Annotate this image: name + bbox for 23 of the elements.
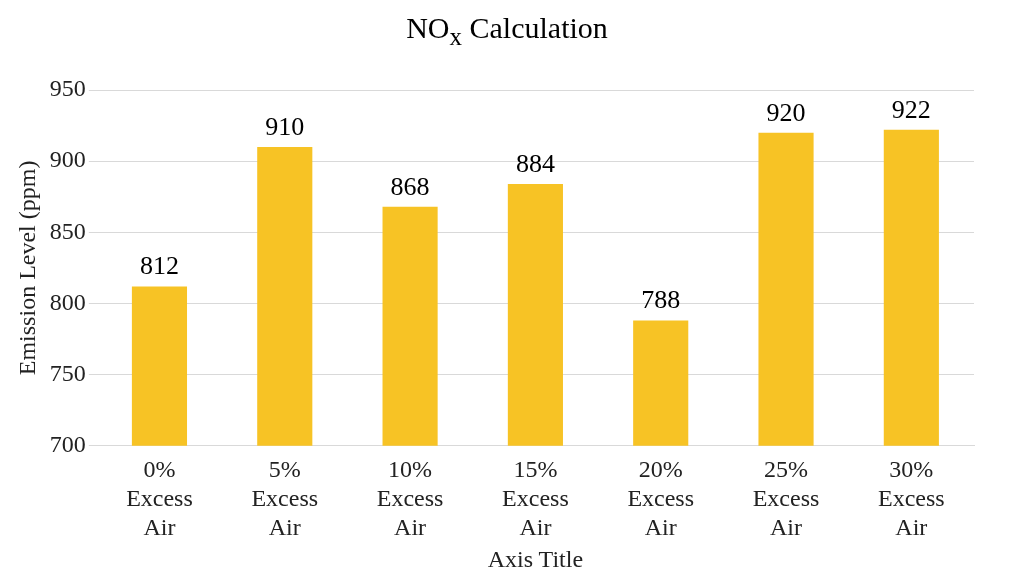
data-label: 920 <box>766 97 806 127</box>
data-label: 922 <box>891 94 931 124</box>
x-tick-label: 15% Excess Air <box>502 456 569 541</box>
x-tick-label: 25% Excess Air <box>752 456 820 541</box>
x-tick-label: 5% Excess Air <box>251 456 319 541</box>
data-label: 884 <box>515 148 555 178</box>
x-axis-title: Axis Title <box>487 545 584 572</box>
y-tick-label: 800 <box>49 288 86 315</box>
data-label: 910 <box>265 111 305 141</box>
x-tick-label: 20% Excess Air <box>627 456 695 541</box>
x-tick-label: 30% Excess Air <box>878 456 945 541</box>
x-tick-label: 10% Excess Air <box>376 456 444 541</box>
data-label: 868 <box>390 171 430 201</box>
y-tick-label: 950 <box>49 75 86 102</box>
data-label: 788 <box>641 285 681 315</box>
data-label: 812 <box>139 251 179 281</box>
y-tick-label: 850 <box>49 217 86 244</box>
x-tick-label: 0% Excess Air <box>126 456 193 541</box>
y-tick-label: 900 <box>49 146 86 173</box>
y-tick-label: 700 <box>49 431 86 458</box>
y-tick-label: 750 <box>49 359 86 386</box>
y-axis-title: Emission Level (ppm) <box>13 160 40 376</box>
chart-title: NO$_{x}$ Calculation <box>405 10 609 50</box>
